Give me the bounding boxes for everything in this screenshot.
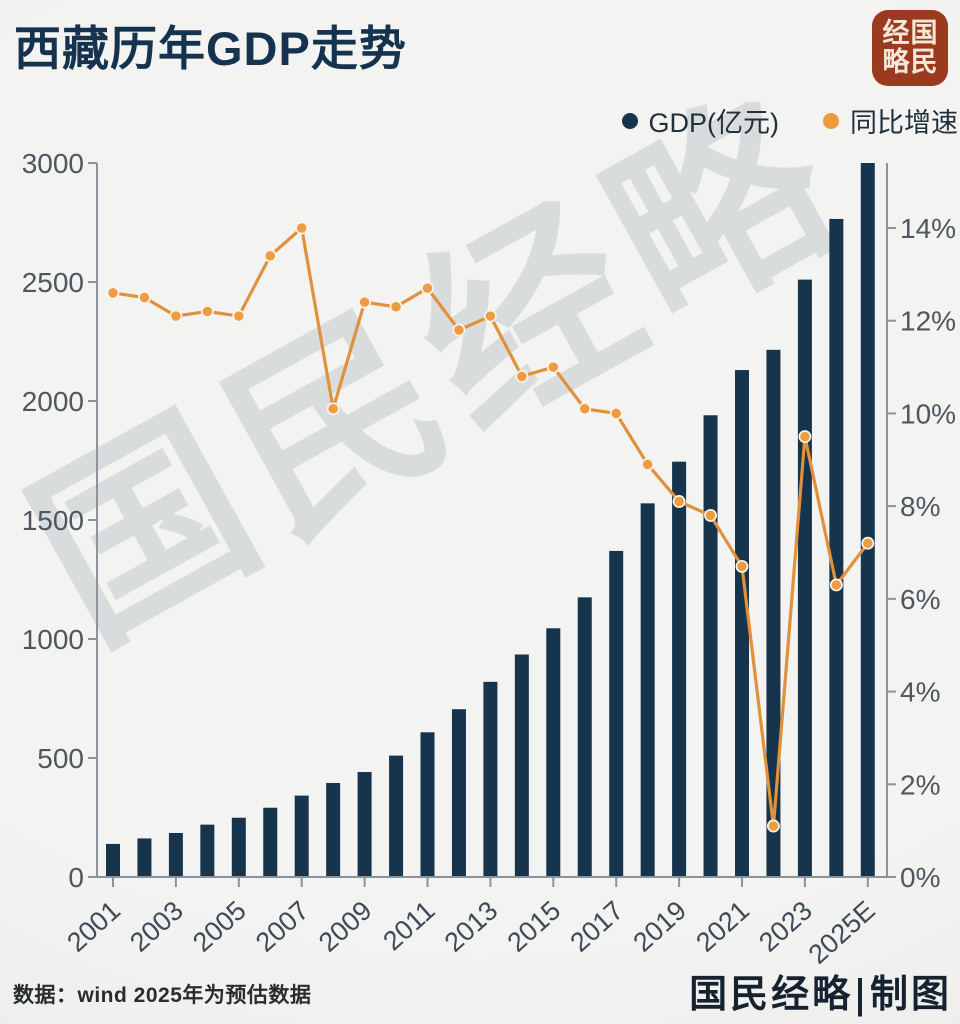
growth-marker-2013 <box>483 309 497 323</box>
growth-marker-2002 <box>137 291 151 304</box>
growth-marker-2015 <box>546 360 560 374</box>
gdp-bar-2014 <box>514 654 529 877</box>
growth-marker-2001 <box>106 286 120 300</box>
growth-marker-2004 <box>200 304 214 318</box>
right-axis-label-10: 10% <box>900 398 956 429</box>
legend-label-growth: 同比增速 <box>850 108 958 138</box>
growth-legend-dot-icon <box>823 112 839 129</box>
left-axis-label-1500: 1500 <box>22 505 84 536</box>
growth-marker-2022 <box>767 819 780 833</box>
logo-char-1: 经 <box>882 18 910 49</box>
logo-char-4: 民 <box>910 47 938 78</box>
x-axis-label-2003: 2003 <box>124 895 189 957</box>
gdp-bar-2015 <box>546 628 561 877</box>
x-axis-label-2017: 2017 <box>564 895 629 957</box>
right-axis-label-12: 12% <box>900 306 956 337</box>
brand-logo: 经 国 略 民 <box>872 10 948 86</box>
growth-marker-2009 <box>358 295 372 309</box>
axes-group <box>88 162 896 887</box>
right-axis-label-8: 8% <box>900 491 940 522</box>
legend-item-growth: 同比增速 <box>823 101 958 140</box>
gdp-bar-2022 <box>766 349 781 878</box>
x-axis-label-2007: 2007 <box>250 895 315 957</box>
gdp-bar-2002 <box>137 838 152 877</box>
right-axis-label-14: 14% <box>900 213 956 244</box>
growth-marker-2008 <box>326 402 340 416</box>
gdp-bar-2006 <box>263 807 278 877</box>
x-axis-label-2001: 2001 <box>61 895 126 957</box>
credit-signature: 国民经略|制图 <box>689 971 952 1016</box>
left-axis-label-1000: 1000 <box>22 624 84 655</box>
gdp-bar-2023 <box>797 279 812 877</box>
gdp-bar-2017 <box>609 550 624 877</box>
x-axis-label-2021: 2021 <box>690 895 755 957</box>
x-axis-label-2005: 2005 <box>187 895 252 957</box>
gdp-bar-2005 <box>231 817 246 877</box>
chart-legend: GDP(亿元) 同比增速 <box>621 101 958 140</box>
x-axis-label-2011: 2011 <box>377 895 440 956</box>
growth-marker-2010 <box>389 300 403 314</box>
growth-marker-2005 <box>232 309 246 323</box>
growth-marker-2024 <box>829 578 843 592</box>
growth-marker-2016 <box>578 402 592 416</box>
gdp-bar-2012 <box>451 709 466 877</box>
gdp-bar-2016 <box>577 597 592 877</box>
gdp-bar-2010 <box>389 755 404 877</box>
growth-marker-2007 <box>295 221 309 235</box>
gdp-bar-2019 <box>672 461 687 877</box>
gdp-bar-2001 <box>106 843 120 877</box>
growth-marker-2023 <box>798 430 812 444</box>
growth-marker-2018 <box>641 457 655 471</box>
legend-item-gdp: GDP(亿元) <box>621 101 780 140</box>
growth-marker-2020 <box>704 508 718 522</box>
x-axis-label-2009: 2009 <box>313 895 378 957</box>
growth-marker-2021 <box>735 559 749 573</box>
gdp-bar-2008 <box>326 782 341 877</box>
left-axis-label-500: 500 <box>37 743 84 774</box>
growth-markers-group <box>106 221 875 833</box>
gdp-bar-2020 <box>703 415 718 877</box>
growth-marker-2011 <box>421 281 434 295</box>
left-axis-label-3000: 3000 <box>22 148 84 179</box>
right-axis-label-4: 4% <box>900 677 940 708</box>
gdp-bar-2011 <box>420 732 435 877</box>
left-axis-label-2500: 2500 <box>22 267 84 298</box>
gdp-bar-2007 <box>294 795 309 877</box>
right-axis-label-2: 2% <box>900 769 940 800</box>
growth-marker-2017 <box>609 406 623 420</box>
left-axis-label-2000: 2000 <box>22 386 84 417</box>
growth-marker-2003 <box>169 309 183 323</box>
gdp-bar-2018 <box>640 503 655 877</box>
x-axis-label-2013: 2013 <box>439 895 504 957</box>
gdp-bar-2024 <box>829 218 844 877</box>
growth-marker-2006 <box>263 249 277 263</box>
legend-label-gdp: GDP(亿元) <box>648 108 780 138</box>
gdp-bar-2003 <box>168 832 183 877</box>
x-axis-label-2019: 2019 <box>627 895 692 957</box>
gdp-legend-dot-icon <box>621 112 638 129</box>
growth-marker-2012 <box>452 323 466 337</box>
left-axis-label-0: 0 <box>68 862 84 893</box>
gdp-bar-2013 <box>483 681 498 877</box>
growth-marker-2014 <box>515 369 529 383</box>
gdp-bars-group <box>106 163 875 878</box>
logo-char-2: 国 <box>910 18 938 49</box>
gdp-bar-2004 <box>200 824 215 877</box>
gdp-bar-2025E <box>860 163 875 877</box>
page-title: 西藏历年GDP走势 <box>14 22 407 75</box>
right-axis-label-6: 6% <box>900 584 940 615</box>
logo-char-3: 略 <box>882 47 910 78</box>
x-axis-label-2015: 2015 <box>502 895 567 957</box>
right-axis-label-0: 0% <box>900 862 940 893</box>
gdp-bar-2021 <box>735 370 749 877</box>
gdp-bar-2009 <box>357 772 372 877</box>
data-source-note: 数据：wind 2025年为预估数据 <box>13 984 312 1007</box>
growth-marker-2025E <box>861 536 875 550</box>
x-axis-label-2025E: 2025E <box>803 895 881 970</box>
growth-marker-2019 <box>672 495 686 508</box>
